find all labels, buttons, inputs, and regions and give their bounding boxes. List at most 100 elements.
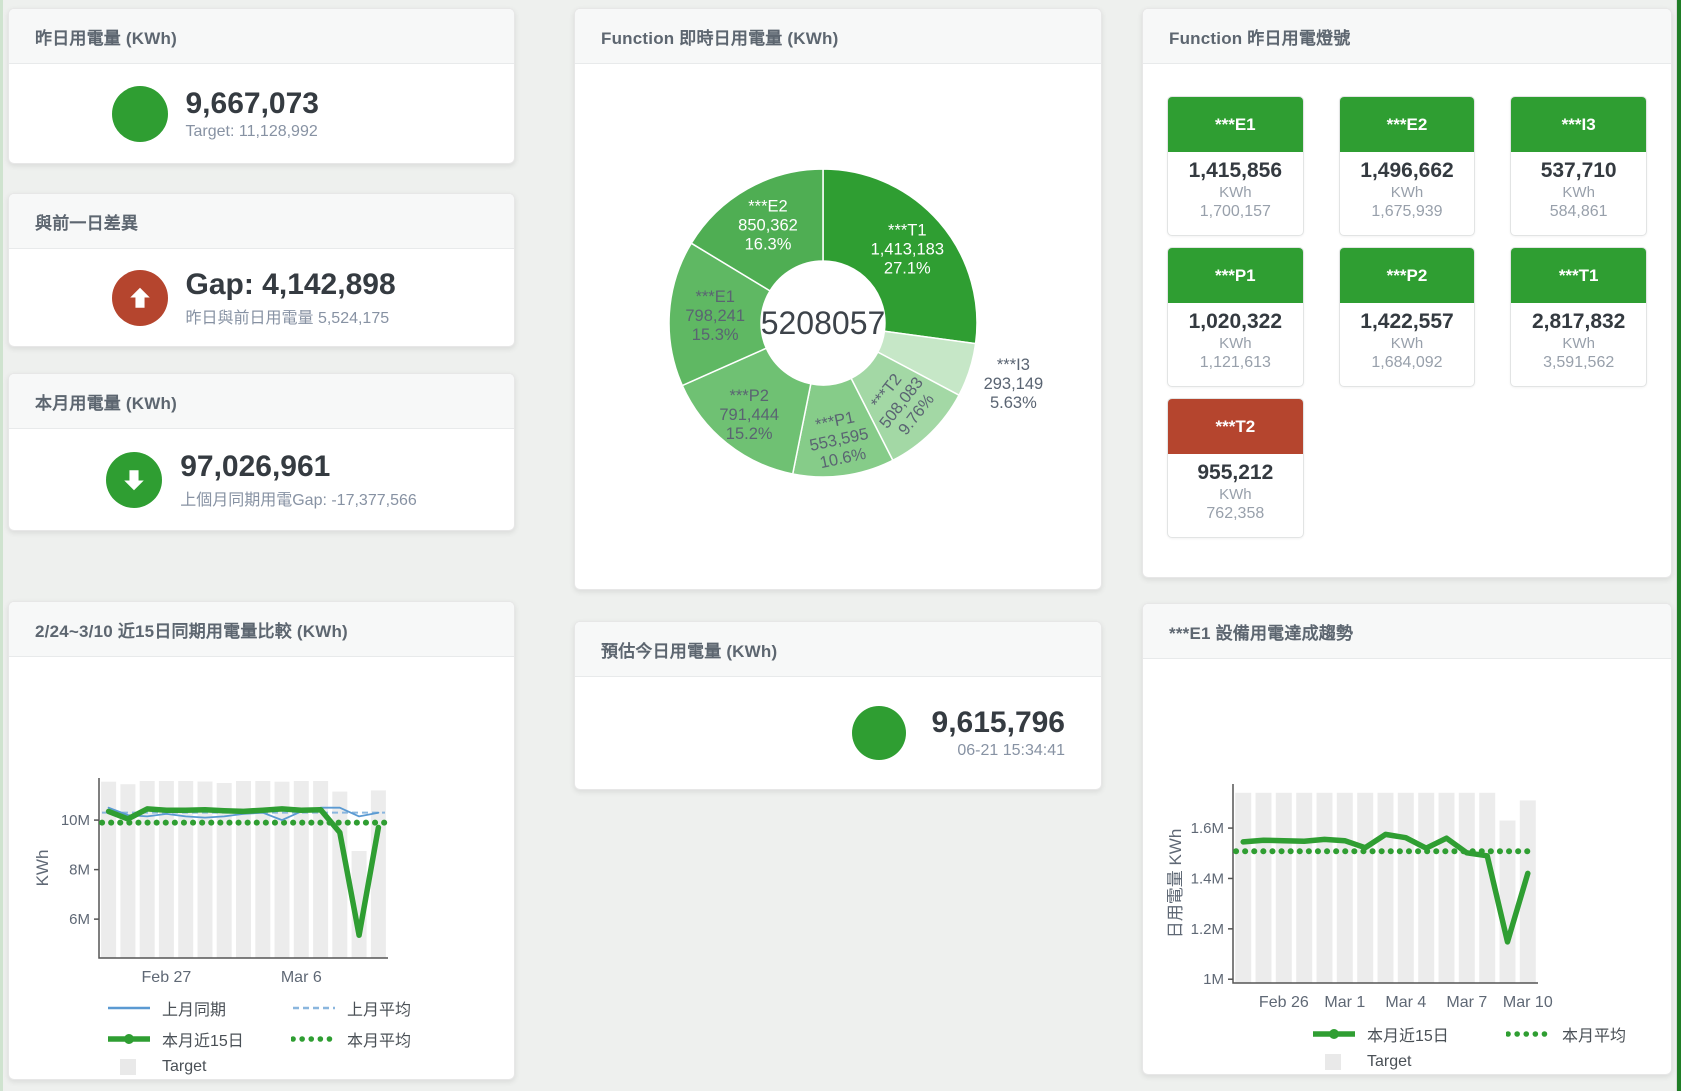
card-e1-trend-chart: ***E1 設備用電達成趨勢 1M 1.2M 1.4M 1.6M 日用電量 KWh Feb… bbox=[1142, 603, 1672, 1075]
tile-unit: KWh bbox=[1562, 335, 1595, 352]
x-tick-label: Feb 27 bbox=[142, 969, 192, 986]
tile-unit: KWh bbox=[1219, 184, 1252, 201]
tile-target: 1,684,092 bbox=[1371, 354, 1443, 371]
function-light-tile-T1[interactable]: ***T1 2,817,832 KWh 3,591,562 bbox=[1510, 247, 1647, 387]
tile-function-name: ***P1 bbox=[1168, 248, 1303, 303]
trend-chart-legend: 本月近15日 本月平均 Target bbox=[1311, 1022, 1671, 1071]
donut-slice-label: ***P2 791,444 15.2% bbox=[719, 387, 779, 443]
y-tick-label: 1.4M bbox=[1191, 870, 1224, 887]
tile-target: 762,358 bbox=[1206, 505, 1265, 522]
target-bar bbox=[1357, 792, 1374, 983]
legend-item-本月平均[interactable]: 本月平均 bbox=[1506, 1022, 1671, 1046]
tile-function-name: ***E1 bbox=[1168, 97, 1303, 152]
donut-slice-T1[interactable] bbox=[822, 168, 978, 345]
x-tick-label: Mar 6 bbox=[281, 969, 322, 986]
card-title: 本月用電量 (KWh) bbox=[35, 393, 177, 413]
target-bar bbox=[1336, 792, 1353, 983]
target-bar bbox=[370, 790, 386, 958]
tile-target: 1,700,157 bbox=[1199, 203, 1271, 220]
target-bar bbox=[351, 851, 367, 958]
estimate-value: 9,615,796 bbox=[931, 706, 1065, 739]
card-header: 2/24~3/10 近15日同期用電量比較 (KWh) bbox=[9, 602, 514, 657]
legend-label: Target bbox=[1367, 1053, 1412, 1070]
card-yesterday-lights: Function 昨日用電燈號 ***E1 1,415,856 KWh 1,70… bbox=[1142, 8, 1672, 578]
legend-item-Target[interactable]: Target bbox=[106, 1058, 291, 1076]
card-header: 與前一日差異 bbox=[9, 194, 514, 249]
target-bar bbox=[236, 781, 251, 958]
legend-item-Target[interactable]: Target bbox=[1311, 1053, 1506, 1071]
chart-axes bbox=[98, 778, 388, 959]
legend-swatch bbox=[108, 1034, 150, 1044]
scrollbar-track[interactable] bbox=[1676, 0, 1677, 1091]
yesterday-usage-value: 9,667,073 bbox=[185, 86, 319, 120]
card-title: Function 即時日用電量 (KWh) bbox=[601, 28, 839, 48]
tile-function-name: ***I3 bbox=[1511, 97, 1646, 152]
target-bar bbox=[120, 784, 136, 958]
target-bar bbox=[216, 783, 232, 958]
tile-value: 1,422,557 bbox=[1360, 310, 1454, 333]
legend-item-本月平均[interactable]: 本月平均 bbox=[291, 1027, 514, 1051]
card-header: ***E1 設備用電達成趨勢 bbox=[1143, 604, 1671, 659]
card-header: 昨日用電量 (KWh) bbox=[9, 9, 514, 64]
target-bar bbox=[1397, 792, 1414, 983]
card-title: ***E1 設備用電達成趨勢 bbox=[1169, 623, 1354, 643]
card-title: 與前一日差異 bbox=[35, 213, 139, 233]
tile-unit: KWh bbox=[1562, 184, 1595, 201]
target-bar bbox=[1377, 792, 1394, 983]
function-light-tile-I3[interactable]: ***I3 537,710 KWh 584,861 bbox=[1510, 96, 1647, 236]
e1-trend-line-chart[interactable]: 1M 1.2M 1.4M 1.6M 日用電量 KWh Feb 26 Mar 1 Mar 4 Ma… bbox=[1143, 659, 1672, 1011]
card-header: Function 昨日用電燈號 bbox=[1143, 9, 1671, 64]
chart-axes bbox=[1232, 784, 1538, 984]
y-tick-label: 1M bbox=[1203, 971, 1224, 988]
tile-function-name: ***T2 bbox=[1168, 399, 1303, 454]
card-title: Function 昨日用電燈號 bbox=[1169, 28, 1351, 48]
tile-value: 1,415,856 bbox=[1188, 159, 1283, 182]
scrollbar-thumb[interactable] bbox=[1677, 0, 1681, 1091]
legend-label: Target bbox=[162, 1058, 207, 1075]
legend-label: 上月平均 bbox=[347, 1002, 412, 1019]
target-bar bbox=[332, 791, 348, 958]
legend-swatch bbox=[1313, 1029, 1355, 1039]
tile-value: 955,212 bbox=[1197, 461, 1274, 484]
legend-item-本月近15日[interactable]: 本月近15日 bbox=[1311, 1022, 1506, 1046]
tile-unit: KWh bbox=[1219, 486, 1252, 503]
function-light-tile-E2[interactable]: ***E2 1,496,662 KWh 1,675,939 bbox=[1338, 96, 1476, 236]
target-bar bbox=[1255, 792, 1272, 983]
legend-swatch bbox=[1506, 1031, 1552, 1037]
left-edge-strip bbox=[0, 0, 3, 1091]
target-bar bbox=[1519, 800, 1536, 983]
target-bar bbox=[1438, 792, 1455, 983]
x-tick-label: Mar 10 bbox=[1503, 994, 1553, 1011]
legend-item-上月平均[interactable]: 上月平均 bbox=[291, 996, 514, 1020]
day-gap-value: Gap: 4,142,898 bbox=[185, 267, 396, 301]
target-bar bbox=[274, 781, 290, 958]
function-light-tile-P2[interactable]: ***P2 1,422,557 KWh 1,684,092 bbox=[1338, 247, 1476, 387]
target-bar bbox=[1479, 792, 1496, 983]
function-light-tile-E1[interactable]: ***E1 1,415,856 KWh 1,700,157 bbox=[1167, 96, 1304, 236]
target-bar bbox=[197, 781, 213, 958]
legend-item-上月同期[interactable]: 上月同期 bbox=[106, 996, 291, 1020]
donut-slice-E1[interactable] bbox=[668, 242, 772, 387]
legend-item-本月近15日[interactable]: 本月近15日 bbox=[106, 1027, 291, 1051]
function-light-tile-P1[interactable]: ***P1 1,020,322 KWh 1,121,613 bbox=[1167, 247, 1304, 387]
tile-target: 1,675,939 bbox=[1371, 203, 1443, 220]
y-tick-label: 10M bbox=[61, 812, 90, 829]
card-15day-compare-chart: 2/24~3/10 近15日同期用電量比較 (KWh) 6M 8M 10M KWh Fe… bbox=[8, 601, 515, 1080]
function-usage-donut-chart[interactable]: ***T1 1,413,183 27.1%***I3 293,149 5.63%***T… bbox=[575, 64, 1102, 590]
target-bar bbox=[101, 781, 117, 958]
x-tick-label: Mar 4 bbox=[1385, 994, 1426, 1011]
card-realtime-donut: Function 即時日用電量 (KWh) ***T1 1,413,183 27.1… bbox=[574, 8, 1102, 590]
function-light-tile-T2[interactable]: ***T2 955,212 KWh 762,358 bbox=[1167, 398, 1304, 538]
target-bar bbox=[1458, 792, 1475, 983]
tile-value: 2,817,832 bbox=[1531, 310, 1626, 333]
compare-line-chart[interactable]: 6M 8M 10M KWh Feb 27 Mar 6 bbox=[9, 657, 515, 987]
target-bar bbox=[1316, 792, 1333, 983]
donut-slice-E2[interactable] bbox=[690, 168, 824, 292]
series-line-本月近15日[interactable] bbox=[105, 806, 382, 938]
series-line-本月近15日[interactable] bbox=[1240, 831, 1531, 945]
target-bar bbox=[1499, 820, 1516, 983]
tile-target: 1,121,613 bbox=[1199, 354, 1271, 371]
compare-chart-legend: 上月同期 上月平均本月近15日 本月平均 Target bbox=[106, 996, 514, 1076]
donut-slice-P2[interactable] bbox=[681, 347, 812, 475]
card-title: 昨日用電量 (KWh) bbox=[35, 28, 177, 48]
